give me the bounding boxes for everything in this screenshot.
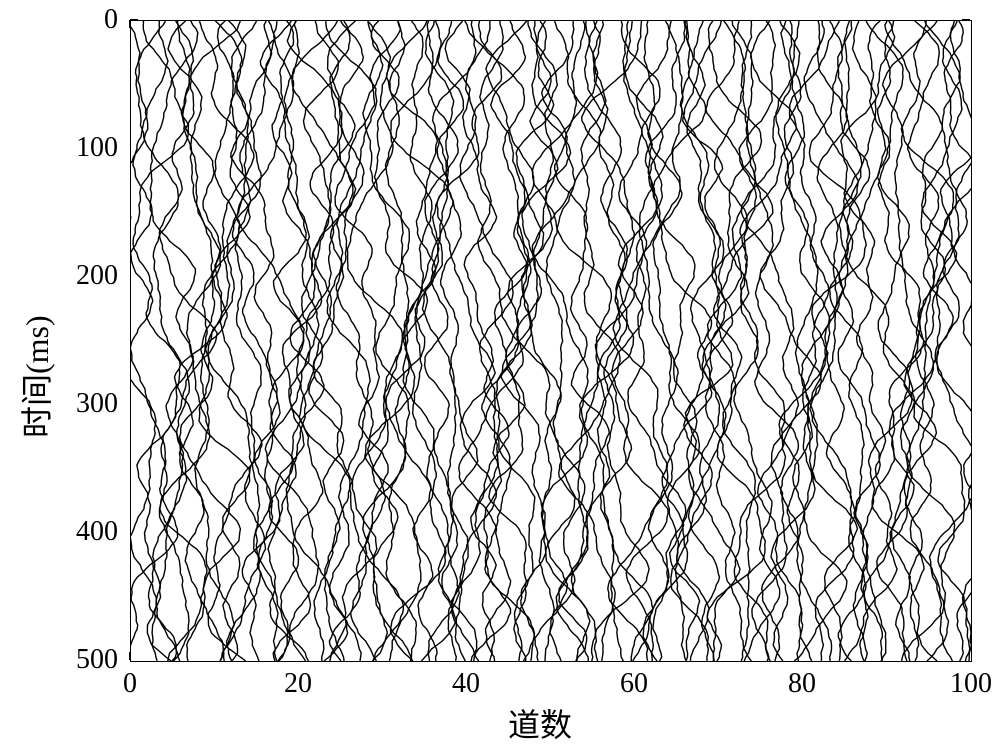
seismic-wiggle-plot — [131, 21, 971, 661]
y-tick-label: 100 — [76, 132, 118, 164]
y-axis-label: 时间(ms) — [12, 288, 58, 438]
x-tick-label: 20 — [278, 668, 318, 700]
plot-area — [130, 20, 972, 662]
x-axis-label: 道数 — [490, 700, 590, 746]
y-tick-label: 300 — [76, 388, 118, 420]
y-tick-label: 200 — [76, 260, 118, 292]
x-tick-label: 80 — [782, 668, 822, 700]
x-tick-label: 0 — [110, 668, 150, 700]
x-tick-label: 40 — [446, 668, 486, 700]
x-tick-label: 60 — [614, 668, 654, 700]
x-tick-label: 100 — [950, 668, 990, 700]
y-tick-label: 400 — [76, 516, 118, 548]
seismic-chart: 时间(ms) 道数 0100200300400500020406080100 — [0, 0, 1000, 752]
y-tick-label: 0 — [104, 4, 118, 36]
